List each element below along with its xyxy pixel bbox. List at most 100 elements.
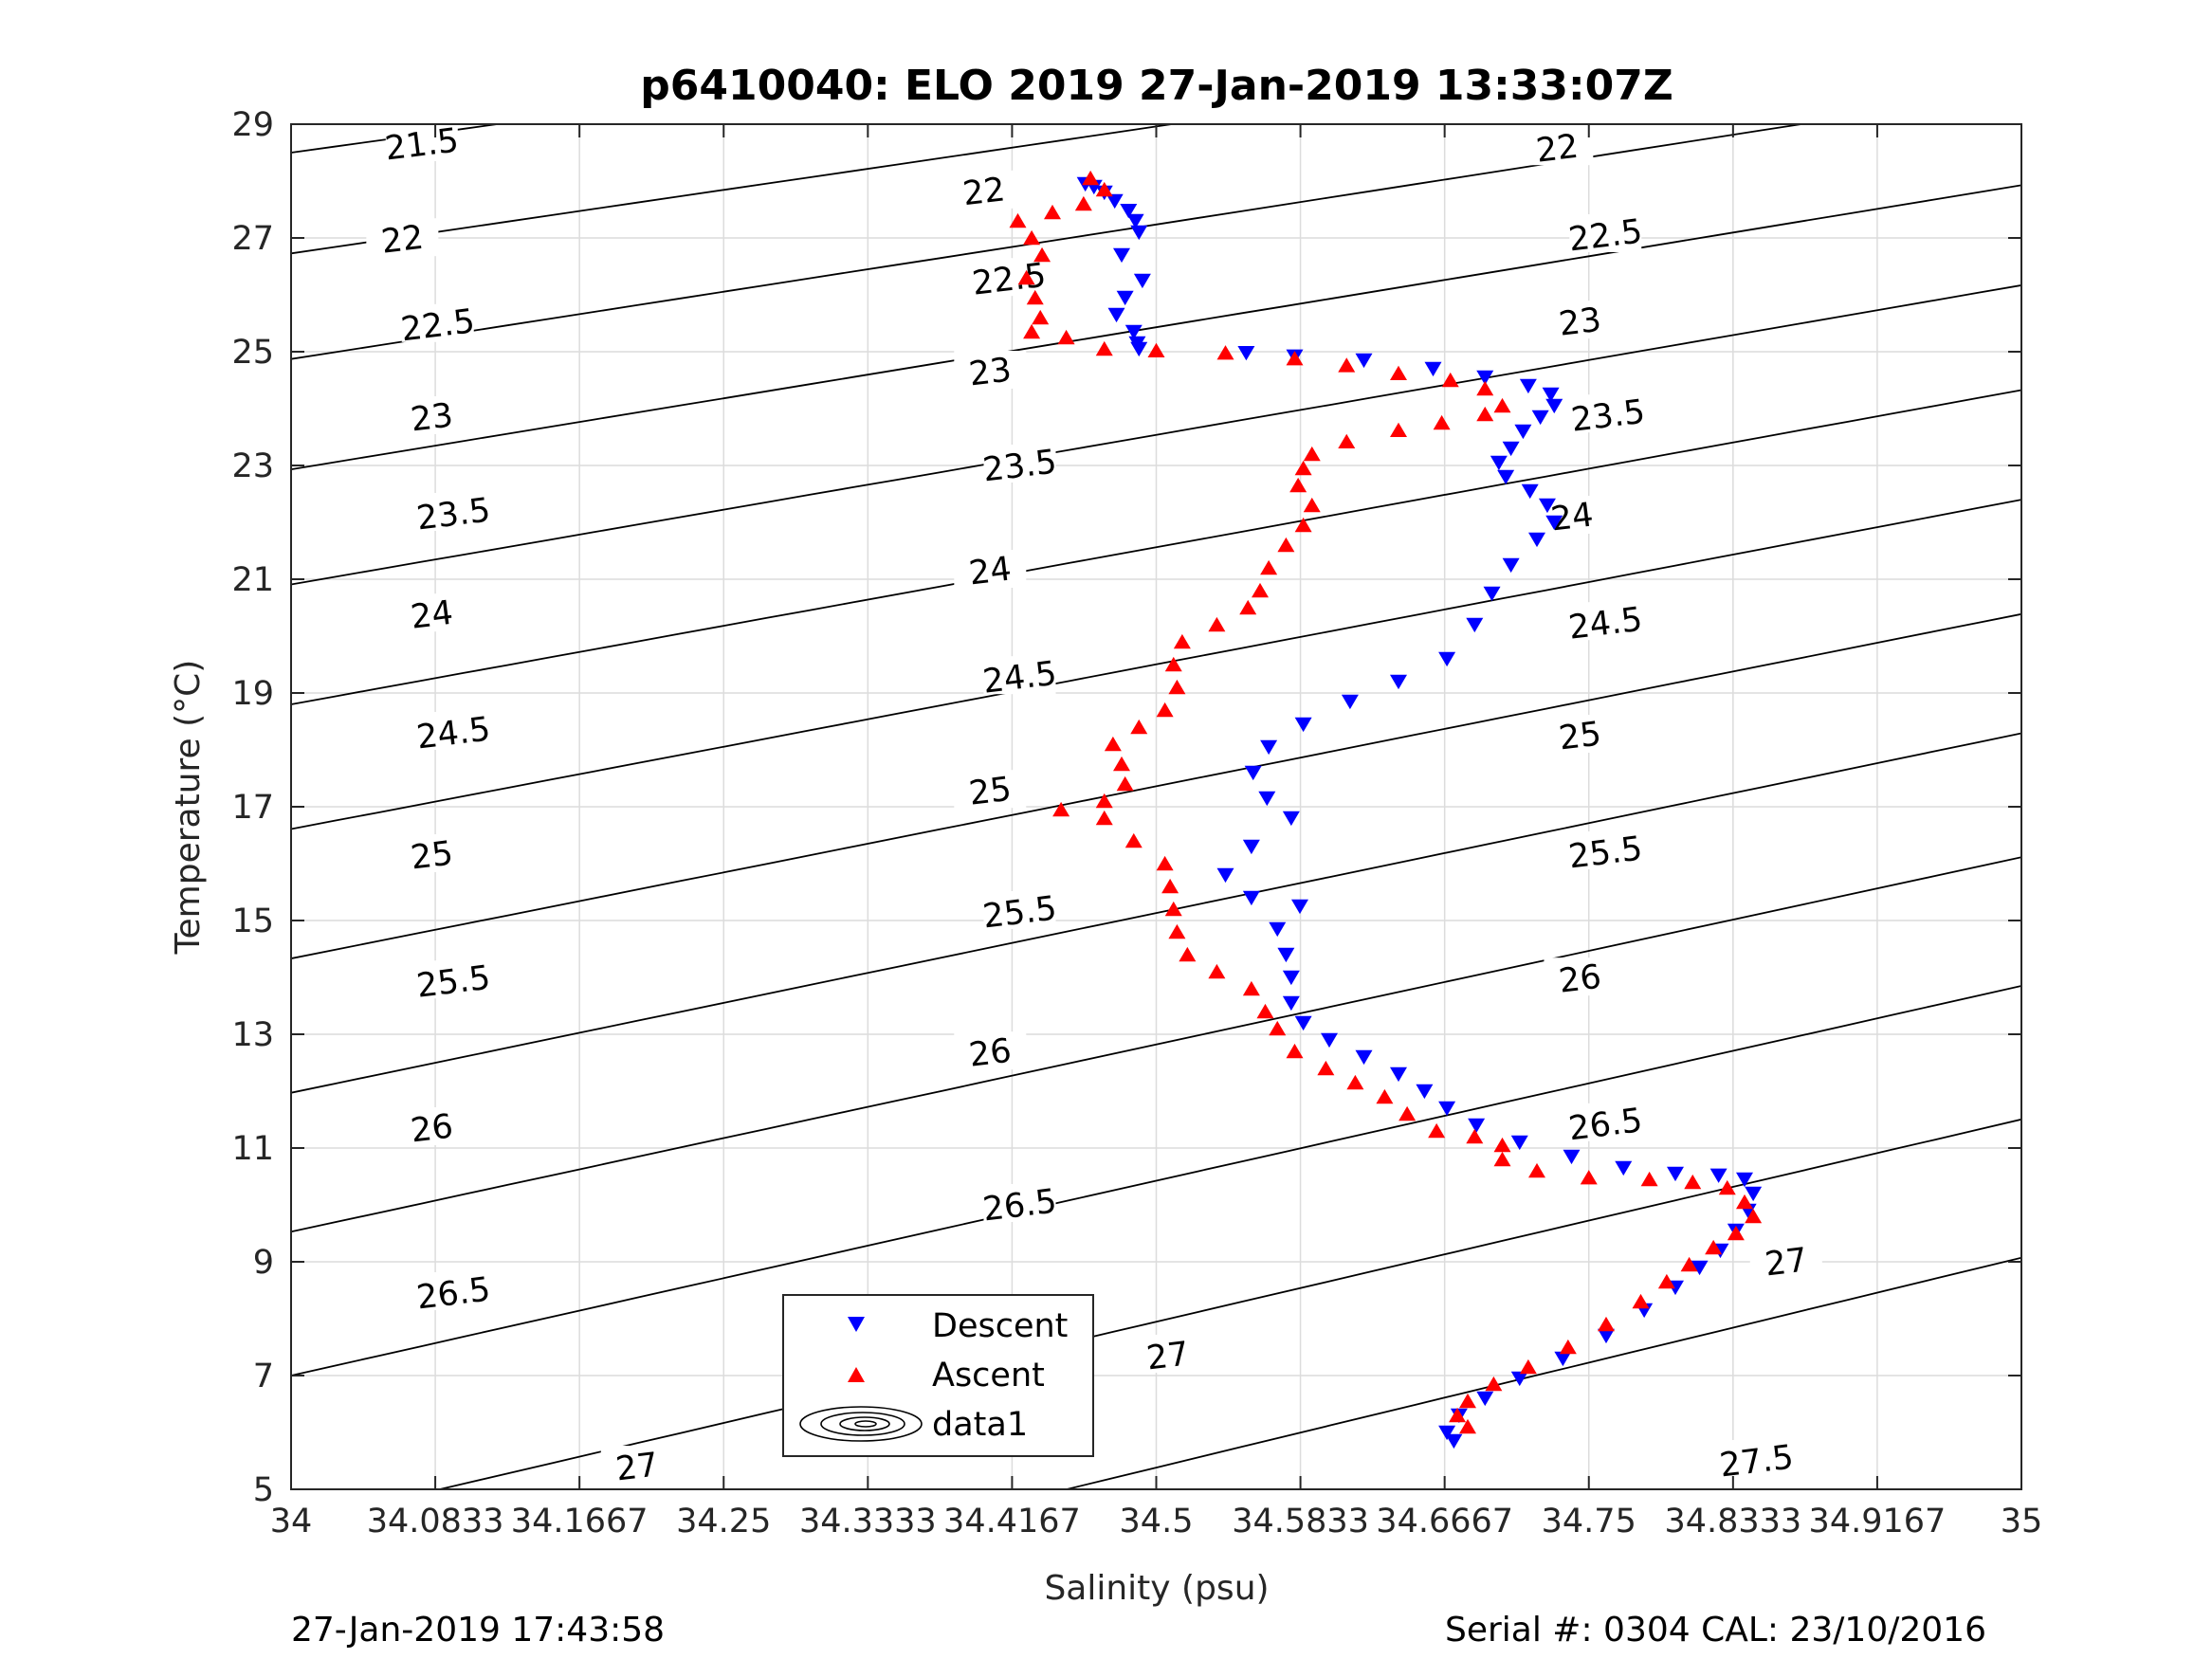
ascent-point — [1009, 212, 1027, 228]
contour-label: 24 — [409, 594, 455, 637]
ascent-point — [1289, 477, 1307, 493]
ascent-point — [1269, 1020, 1287, 1036]
y-tick-label: 19 — [231, 675, 274, 713]
contour-label-bg — [1131, 1335, 1204, 1373]
contour-label-bg — [395, 834, 468, 872]
density-contour-line — [291, 389, 2021, 705]
contour-label: 27 — [613, 1446, 660, 1488]
x-tick-label: 34.8333 — [1664, 1503, 1801, 1540]
ascent-point — [1376, 1088, 1394, 1104]
descent-point — [1476, 370, 1494, 386]
ascent-point — [1441, 372, 1459, 388]
ascent-point — [1493, 1137, 1511, 1153]
legend-descent-label: Descent — [932, 1307, 1068, 1345]
contour-label: 25.5 — [414, 959, 492, 1006]
descent-point — [1438, 1101, 1456, 1117]
descent-point — [1438, 651, 1456, 667]
contour-label: 25 — [1557, 715, 1603, 757]
x-tick-label: 34.6667 — [1376, 1503, 1513, 1540]
contour-label: 26.5 — [1566, 1102, 1644, 1148]
contour-label: 26.5 — [414, 1270, 492, 1317]
descent-point — [1483, 586, 1501, 602]
ascent-point — [1680, 1256, 1698, 1272]
y-tick-label: 17 — [231, 789, 274, 827]
contour-label-bg — [1521, 127, 1594, 166]
descent-point — [1116, 290, 1134, 306]
contour-label-bg — [1544, 715, 1617, 753]
y-tick-label: 9 — [253, 1244, 274, 1282]
y-axis-ticks: 5 7 9 11 13 15 17 19 21 23 25 27 29 — [231, 106, 2021, 1509]
x-axis-label: Salinity (psu) — [1044, 1569, 1269, 1608]
x-tick-label: 34.75 — [1542, 1503, 1636, 1540]
contour-label: 24.5 — [414, 710, 492, 757]
y-tick-label: 5 — [253, 1471, 274, 1509]
contour-label-bg — [1544, 301, 1617, 339]
contour-label: 23 — [409, 396, 455, 439]
descent-point — [1545, 398, 1563, 414]
contour-label-bg — [417, 1272, 490, 1310]
density-contour-line — [291, 284, 2021, 586]
density-contour-line — [291, 856, 2021, 1233]
ascent-point — [1095, 340, 1113, 356]
descent-point — [1445, 1433, 1463, 1449]
density-contour-line — [291, 732, 2021, 1094]
ascent-point — [1242, 980, 1260, 996]
descent-point — [1502, 441, 1520, 457]
ascent-point — [1745, 1208, 1763, 1224]
contour-label: 26 — [1557, 958, 1603, 1001]
ascent-point — [1277, 537, 1295, 553]
descent-point — [1528, 532, 1545, 548]
contour-label-bg — [401, 303, 474, 342]
contour-label-bg — [954, 351, 1027, 389]
ascent-point — [1017, 269, 1035, 285]
descent-point — [1531, 410, 1549, 426]
ascent-point — [1044, 204, 1061, 220]
descent-point — [1709, 1168, 1728, 1183]
ascent-point — [1095, 793, 1113, 809]
descent-point — [1542, 387, 1560, 403]
descent-point — [1237, 346, 1255, 361]
ascent-point — [1023, 323, 1041, 339]
descent-point — [1476, 1391, 1494, 1407]
ascent-point — [1559, 1339, 1577, 1355]
descent-point — [1269, 921, 1287, 938]
density-contour-line — [291, 985, 2021, 1376]
ascent-point — [1640, 1171, 1658, 1187]
contour-label: 22 — [379, 219, 426, 262]
descent-point — [1521, 483, 1539, 500]
descent-point — [1424, 361, 1442, 377]
density-contour-line — [291, 612, 2021, 959]
contour-label-bg — [983, 656, 1056, 695]
density-contour-line — [291, 184, 2021, 470]
descent-point — [1615, 1160, 1633, 1176]
descent-point — [1282, 811, 1300, 827]
ascent-point — [1632, 1293, 1650, 1309]
descent-point — [1133, 273, 1151, 289]
contour-label-bg — [1569, 214, 1642, 252]
ascent-point — [1338, 357, 1356, 373]
descent-point — [1438, 1425, 1456, 1441]
descent-point — [1468, 1118, 1486, 1134]
contour-label-bg — [983, 891, 1056, 929]
contour-label: 26 — [967, 1032, 1014, 1075]
ascent-point — [1598, 1316, 1615, 1332]
ascent-point — [1727, 1225, 1745, 1241]
contour-label: 23.5 — [414, 491, 492, 538]
contour-label: 22 — [960, 171, 1007, 213]
ascent-point — [1718, 1179, 1736, 1195]
descent-point — [1294, 717, 1312, 733]
descent-point — [1341, 694, 1359, 710]
descent-point — [1355, 353, 1373, 369]
ascent-point — [1113, 756, 1130, 772]
contour-label: 25.5 — [981, 889, 1059, 936]
ascent-point — [1164, 656, 1182, 672]
ascent-point — [1256, 1003, 1274, 1019]
descent-point — [1321, 1032, 1338, 1048]
contour-label-bg — [417, 493, 490, 531]
ascent-point — [1736, 1194, 1753, 1210]
contour-label-bg — [600, 1446, 673, 1484]
ascent-point — [1208, 616, 1226, 632]
ascent-point — [1459, 1393, 1476, 1409]
contour-label: 24.5 — [1566, 601, 1644, 647]
contour-label-bg — [1569, 602, 1642, 641]
